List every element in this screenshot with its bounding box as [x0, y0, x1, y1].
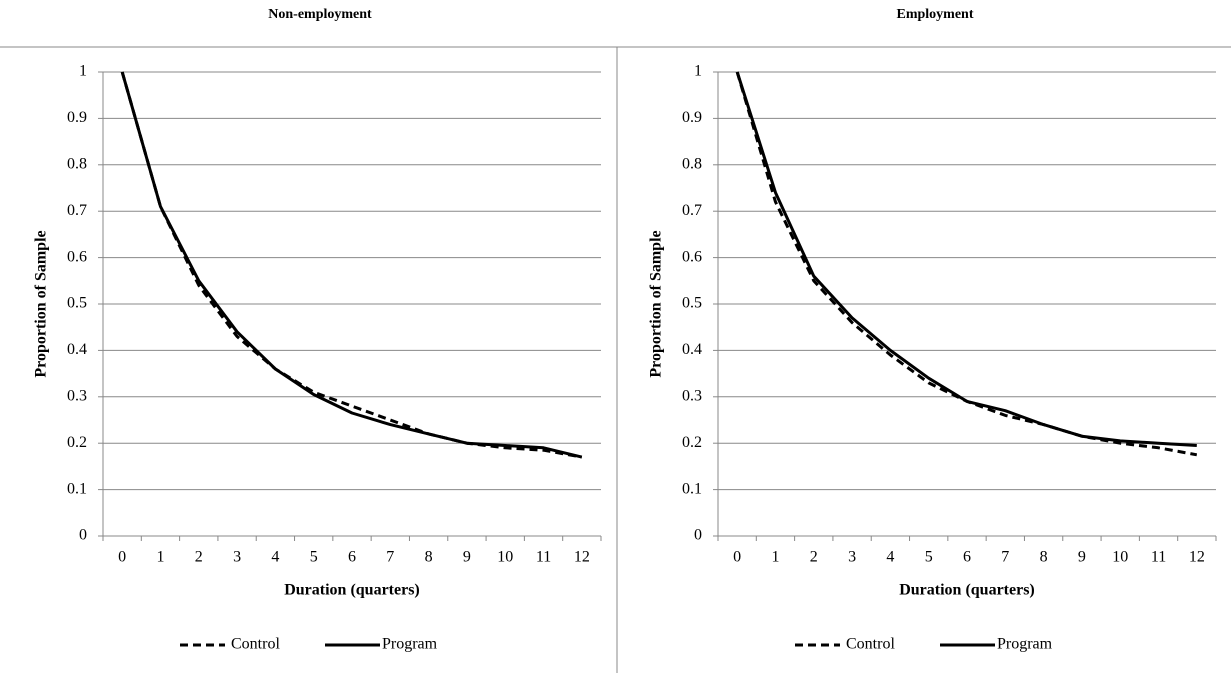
y-tick-label: 0.8: [67, 155, 87, 172]
legend-label: Program: [382, 636, 438, 653]
legend-label: Program: [997, 636, 1053, 653]
y-tick-label: 0.6: [67, 248, 87, 265]
series-line: [120, 71, 583, 459]
x-tick-label: 7: [386, 549, 394, 566]
x-tick-label: 11: [1151, 549, 1166, 566]
x-tick-label: 12: [574, 549, 590, 566]
y-tick-label: 0.5: [67, 295, 87, 312]
x-tick-label: 9: [1078, 549, 1086, 566]
legend-label: Control: [231, 636, 280, 653]
series-line: [735, 71, 1197, 447]
y-tick-label: 0: [694, 527, 702, 544]
x-tick-label: 3: [233, 549, 241, 566]
x-tick-label: 0: [118, 549, 126, 566]
x-tick-label: 11: [536, 549, 551, 566]
y-tick-label: 1: [694, 63, 702, 80]
y-tick-label: 0.5: [682, 295, 702, 312]
x-tick-label: 10: [497, 549, 513, 566]
y-tick-label: 0.2: [682, 434, 702, 451]
y-tick-label: 0.4: [682, 341, 702, 358]
x-axis-title: Duration (quarters): [899, 582, 1035, 599]
x-axis-title: Duration (quarters): [284, 582, 420, 599]
x-tick-label: 3: [848, 549, 856, 566]
x-tick-label: 0: [733, 549, 741, 566]
x-tick-label: 12: [1189, 549, 1205, 566]
x-tick-label: 5: [310, 549, 318, 566]
y-tick-label: 0.9: [67, 109, 87, 126]
x-tick-label: 6: [348, 549, 356, 566]
y-tick-label: 0.3: [67, 387, 87, 404]
y-tick-label: 0.9: [682, 109, 702, 126]
x-tick-label: 1: [156, 549, 164, 566]
y-tick-label: 0.1: [67, 480, 87, 497]
y-tick-label: 0.7: [682, 202, 702, 219]
x-tick-label: 7: [1001, 549, 1009, 566]
y-tick-label: 0.8: [682, 155, 702, 172]
y-tick-label: 0.4: [67, 341, 87, 358]
x-tick-label: 2: [195, 549, 203, 566]
x-tick-label: 1: [771, 549, 779, 566]
y-axis-title: Proportion of Sample: [33, 230, 50, 377]
x-tick-label: 6: [963, 549, 971, 566]
x-tick-label: 8: [425, 549, 433, 566]
x-tick-label: 8: [1040, 549, 1048, 566]
y-tick-label: 0.1: [682, 480, 702, 497]
x-tick-label: 10: [1112, 549, 1128, 566]
y-tick-label: 0: [79, 527, 87, 544]
series-line: [735, 71, 1198, 457]
y-axis-title: Proportion of Sample: [648, 230, 665, 377]
x-tick-label: 4: [886, 549, 894, 566]
x-tick-label: 2: [810, 549, 818, 566]
chart-title: Non-employment: [268, 7, 372, 22]
y-tick-label: 0.3: [682, 387, 702, 404]
y-tick-label: 0.6: [682, 248, 702, 265]
series-line: [120, 71, 583, 459]
chart-title: Employment: [897, 7, 974, 22]
legend-label: Control: [846, 636, 895, 653]
x-tick-label: 5: [925, 549, 933, 566]
x-tick-label: 9: [463, 549, 471, 566]
x-tick-label: 4: [271, 549, 279, 566]
y-tick-label: 1: [79, 63, 87, 80]
y-tick-label: 0.2: [67, 434, 87, 451]
y-tick-label: 0.7: [67, 202, 87, 219]
